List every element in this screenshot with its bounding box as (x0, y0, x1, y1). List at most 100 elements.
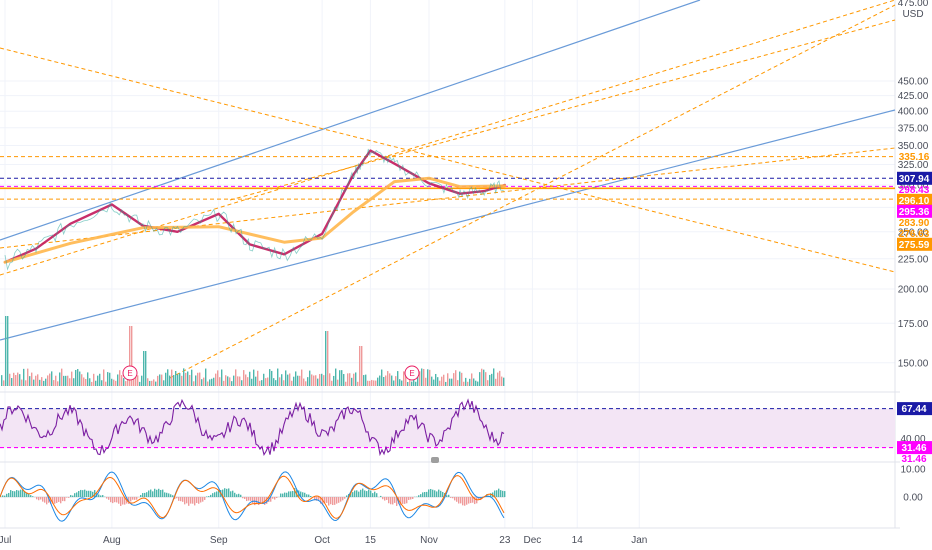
y-tick-label: 200.00 (898, 285, 929, 296)
volume-bar (189, 374, 191, 386)
macd-histogram-bar (256, 497, 258, 504)
volume-bar (411, 381, 413, 386)
volume-bar (299, 375, 301, 386)
macd-histogram-bar (30, 495, 32, 497)
macd-histogram-bar (354, 490, 356, 497)
volume-bar (231, 381, 233, 386)
volume-bar (117, 374, 119, 386)
volume-bar (501, 376, 503, 386)
volume-bar (85, 378, 87, 386)
rsi-tag-bg (897, 402, 932, 416)
macd-histogram-bar (102, 495, 104, 497)
macd-histogram-bar (236, 494, 238, 497)
price-tag-bg (897, 193, 932, 207)
volume-bar (419, 371, 421, 386)
volume-bar (297, 375, 299, 386)
fib-dashed-line (0, 147, 896, 249)
volume-bar (277, 368, 279, 386)
volume-bar (273, 378, 275, 386)
macd-histogram-bar (460, 497, 462, 504)
volume-bar (285, 370, 287, 386)
price-tag-label: 276.63 (899, 229, 930, 240)
volume-bar (99, 373, 101, 386)
volume-bar (17, 372, 19, 386)
macd-histogram-bar (468, 497, 470, 504)
volume-bar (167, 369, 169, 386)
volume-bar (441, 376, 443, 386)
macd-histogram-bar (188, 497, 190, 506)
price-tag-label: 295.36 (899, 207, 930, 218)
volume-bar (387, 371, 389, 386)
macd-histogram-bar (110, 497, 112, 503)
volume-bar (335, 368, 337, 386)
volume-bar (137, 375, 139, 386)
macd-histogram-bar (446, 495, 448, 497)
macd-histogram-bar (204, 497, 206, 500)
macd-histogram-bar (118, 497, 120, 504)
volume-bar (211, 378, 213, 386)
rsi-tag-bg (897, 441, 932, 455)
volume-bar (467, 381, 469, 386)
volume-bar (465, 377, 467, 386)
macd-histogram-bar (478, 497, 480, 500)
volume-bar (309, 370, 311, 386)
macd-histogram-bar (18, 490, 20, 497)
volume-bar (111, 378, 113, 386)
volume-bar (479, 372, 481, 386)
volume-bar (215, 373, 217, 386)
macd-histogram-bar (226, 488, 228, 497)
volume-bar (95, 380, 97, 386)
upper-channel-line (0, 0, 701, 241)
x-tick-label: 15 (365, 535, 377, 546)
volume-bar (293, 376, 295, 386)
macd-histogram-bar (22, 488, 24, 497)
y-tick-label: 350.00 (898, 141, 929, 152)
macd-histogram-bar (302, 492, 304, 497)
volume-bar (157, 375, 159, 386)
y-tick-label: 375.00 (898, 123, 929, 134)
volume-bar (155, 381, 157, 386)
volume-bar (175, 370, 177, 386)
volume-bar (127, 378, 129, 386)
volume-bar (337, 379, 339, 386)
y-tick-label: 300.00 (898, 181, 929, 192)
macd-histogram-bar (84, 489, 86, 497)
volume-bar (7, 316, 9, 386)
volume-bar (345, 381, 347, 386)
macd-histogram-bar (8, 492, 10, 497)
macd-histogram-bar (46, 497, 48, 505)
macd-histogram-bar (392, 497, 394, 505)
volume-bar (209, 379, 211, 386)
macd-histogram-bar (162, 489, 164, 497)
x-tick-label: Oct (314, 535, 330, 546)
volume-bar (45, 378, 47, 386)
volume-bar (107, 372, 109, 386)
macd-histogram-bar (352, 492, 354, 497)
macd-histogram-bar (504, 491, 506, 497)
volume-bar (481, 368, 483, 386)
volume-bar (377, 377, 379, 386)
macd-histogram-bar (232, 490, 234, 497)
macd-histogram-bar (404, 497, 406, 504)
lower-channel-line (0, 109, 896, 341)
volume-bar (197, 372, 199, 386)
macd-histogram-bar (304, 492, 306, 497)
macd-histogram-bar (452, 497, 454, 499)
volume-bar (333, 375, 335, 386)
macd-histogram-bar (148, 490, 150, 497)
macd-histogram-bar (438, 489, 440, 497)
volume-bar (181, 375, 183, 386)
macd-histogram-bar (410, 497, 412, 500)
macd-histogram-bar (178, 497, 180, 501)
volume-bar (321, 373, 323, 386)
volume-bar (179, 373, 181, 386)
macd-histogram-bar (26, 492, 28, 497)
macd-histogram-bar (6, 493, 8, 497)
volume-bar (55, 375, 57, 386)
macd-histogram-bar (240, 494, 242, 497)
macd-histogram-bar (36, 497, 38, 500)
time-axis[interactable]: Jul Aug Sep Oct 15 Nov 23 Dec 14 Jan (0, 535, 647, 546)
volume-bar (349, 373, 351, 386)
volume-bar (233, 375, 235, 386)
